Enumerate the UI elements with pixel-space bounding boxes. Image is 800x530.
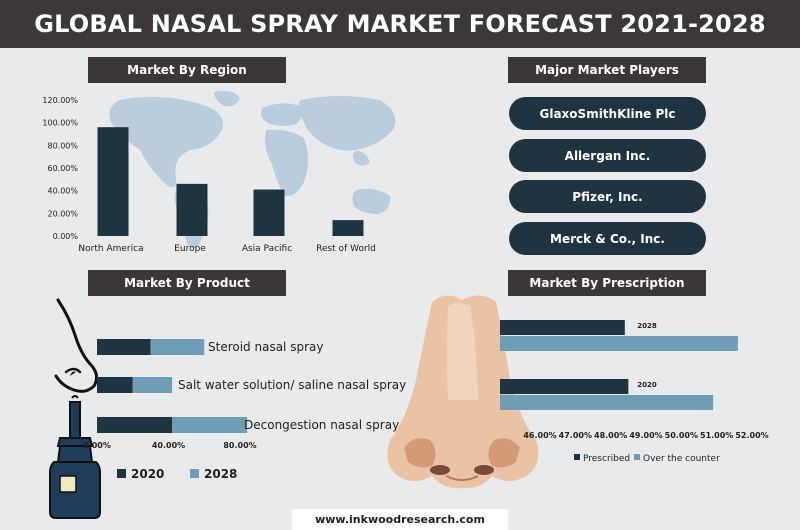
prescription-legend-label: Over the counter	[643, 454, 720, 464]
product-legend: 2020 2028	[117, 467, 237, 481]
product-legend-label: 2020	[131, 467, 164, 481]
region-bars	[97, 127, 364, 236]
prescription-bar-otc	[500, 395, 714, 410]
player-pill-1: GlaxoSmithKline Plc	[509, 97, 706, 130]
prescription-x-tick: 48.00%	[594, 431, 627, 440]
product-bar-2028	[172, 417, 248, 433]
page-title: GLOBAL NASAL SPRAY MARKET FORECAST 2021-…	[34, 10, 766, 38]
product-x-tick: 80.00%	[223, 441, 256, 450]
prescription-bars	[500, 320, 738, 410]
product-x-tick: 40.00%	[152, 441, 185, 450]
player-pill-3: Pfizer, Inc.	[509, 180, 706, 213]
header-bar: GLOBAL NASAL SPRAY MARKET FORECAST 2021-…	[0, 0, 800, 48]
prescription-legend-label: Prescribed	[583, 454, 630, 464]
region-category-label: Rest of World	[316, 244, 376, 254]
product-category-label: Decongestion nasal spray	[244, 418, 399, 432]
prescription-x-tick: 46.00%	[523, 431, 556, 440]
region-y-tick: 60.00%	[47, 164, 78, 173]
spray-bottle-illustration	[49, 395, 101, 519]
player-pill-4: Merck & Co., Inc.	[509, 222, 706, 255]
product-bar-2020	[97, 417, 173, 433]
region-y-tick: 100.00%	[42, 119, 78, 128]
prescription-year-labels: 2028 2020	[637, 322, 657, 389]
prescription-x-tick: 50.00%	[665, 431, 698, 440]
prescription-legend-swatch	[634, 454, 640, 460]
region-category-label: Asia Pacific	[242, 244, 292, 254]
prescription-x-axis: 46.00% 47.00% 48.00% 49.00% 50.00% 51.00% 52.0…	[523, 431, 768, 440]
region-category-label: Europe	[174, 244, 206, 254]
nose-profile-illustration	[54, 298, 99, 393]
region-bar	[176, 183, 208, 236]
product-bar-2020	[97, 339, 151, 355]
region-bar	[253, 189, 285, 236]
prescription-bar-prescribed	[500, 320, 625, 335]
product-category-label: Steroid nasal spray	[208, 340, 323, 354]
region-y-tick: 120.00%	[42, 96, 78, 105]
product-bar-2020	[97, 377, 133, 393]
prescription-x-tick: 47.00%	[559, 431, 592, 440]
product-legend-label: 2028	[204, 467, 237, 481]
product-category-labels: Steroid nasal spray Salt water solution/ …	[178, 340, 406, 432]
prescription-year-label: 2020	[637, 381, 657, 389]
prescription-bar-prescribed	[500, 379, 629, 394]
region-heading: Market By Region	[88, 57, 286, 83]
prescription-x-tick: 49.00%	[629, 431, 662, 440]
prescription-bar-otc	[500, 336, 738, 351]
prescription-x-tick: 51.00%	[700, 431, 733, 440]
product-category-label: Salt water solution/ saline nasal spray	[178, 378, 406, 392]
product-legend-swatch	[190, 469, 199, 478]
region-categories: North America Europe Asia Pacific Rest of W…	[78, 244, 375, 254]
region-y-tick: 0.00%	[53, 232, 79, 241]
region-y-tick: 40.00%	[47, 187, 78, 196]
region-y-axis: 0.00% 20.00% 40.00% 60.00% 80.00% 100.00% 120.…	[42, 96, 78, 241]
prescription-year-label: 2028	[637, 322, 657, 330]
product-bars	[97, 339, 248, 433]
product-bar-2028	[150, 339, 205, 355]
footer-url: www.inkwoodresearch.com	[292, 509, 508, 530]
region-bar	[332, 220, 364, 236]
product-x-axis: 0.00% 40.00% 80.00%	[83, 441, 257, 450]
prescription-legend: Prescribed Over the counter	[574, 454, 720, 464]
region-category-label: North America	[78, 244, 143, 254]
region-bar	[97, 127, 129, 236]
product-x-tick: 0.00%	[83, 441, 111, 450]
product-heading: Market By Product	[88, 270, 286, 296]
prescription-legend-swatch	[574, 454, 580, 460]
region-y-tick: 20.00%	[47, 209, 78, 218]
product-bar-2028	[132, 377, 173, 393]
players-heading: Major Market Players	[508, 57, 706, 83]
player-pill-2: Allergan Inc.	[509, 139, 706, 172]
product-legend-swatch	[117, 469, 126, 478]
region-y-tick: 80.00%	[47, 141, 78, 150]
prescription-x-tick: 52.00%	[735, 431, 768, 440]
prescription-heading: Market By Prescription	[508, 270, 706, 296]
